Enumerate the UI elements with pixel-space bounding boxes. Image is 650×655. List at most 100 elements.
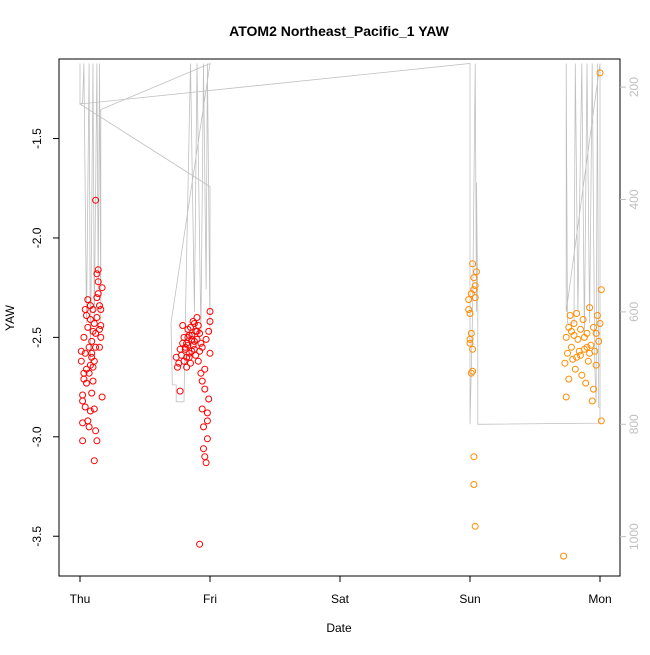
- data-point: [189, 318, 197, 325]
- data-point: [97, 322, 105, 329]
- data-point: [193, 314, 201, 321]
- data-point: [193, 327, 201, 335]
- data-point: [92, 427, 100, 435]
- data-point: [94, 266, 102, 274]
- chart-title: ATOM2 Northeast_Pacific_1 YAW: [229, 23, 449, 39]
- axes-layer: Thu Fri Sat Sun Mon -1.5 -2.0 -2.5 -3.0 -3.5 200 40…: [30, 77, 641, 606]
- data-point: [192, 351, 200, 359]
- data-point: [203, 409, 211, 417]
- data-point: [201, 385, 209, 393]
- data-point: [586, 349, 594, 357]
- data-point: [206, 318, 214, 325]
- data-point: [96, 325, 103, 333]
- y-axis-label: YAW: [3, 304, 17, 331]
- data-point: [203, 435, 211, 443]
- data-point: [98, 393, 106, 401]
- data-point: [96, 343, 103, 351]
- data-point: [466, 339, 474, 347]
- y-tick-label: -3.0: [30, 426, 44, 447]
- data-point: [590, 385, 597, 393]
- data-point: [470, 453, 478, 461]
- data-point: [469, 345, 477, 353]
- data-point: [93, 270, 101, 278]
- data-point: [89, 306, 97, 313]
- data-point: [198, 377, 206, 385]
- data-point: [569, 355, 577, 363]
- data-point: [81, 403, 89, 411]
- data-point: [174, 363, 181, 371]
- data-point: [561, 359, 569, 367]
- data-point: [577, 351, 584, 359]
- x-tick-label: Fri: [203, 592, 217, 606]
- data-point: [560, 552, 568, 560]
- data-point: [597, 417, 605, 425]
- data-point: [190, 320, 198, 327]
- data-point: [88, 349, 96, 357]
- data-point: [205, 327, 213, 335]
- data-point: [205, 395, 213, 403]
- data-point: [86, 316, 94, 323]
- data-point: [86, 407, 94, 415]
- data-point: [570, 331, 578, 339]
- data-point: [562, 393, 570, 401]
- data-point: [596, 320, 604, 327]
- data-point: [466, 335, 474, 343]
- x-tick-label: Sun: [459, 592, 480, 606]
- data-point: [564, 349, 571, 357]
- data-point: [565, 375, 573, 383]
- data-point: [578, 371, 586, 379]
- data-point: [96, 302, 103, 310]
- data-point: [470, 274, 478, 282]
- data-point: [202, 335, 210, 343]
- data-point: [98, 284, 106, 292]
- data-point: [79, 437, 87, 445]
- data-point: [573, 310, 581, 317]
- data-point: [184, 333, 192, 341]
- data-point: [79, 397, 87, 405]
- data-point: [592, 361, 600, 369]
- data-point: [588, 397, 596, 405]
- data-point: [93, 294, 101, 302]
- data-point: [593, 312, 601, 319]
- data-point: [90, 405, 98, 413]
- data-point: [583, 343, 591, 351]
- x-tick-label: Mon: [588, 592, 611, 606]
- data-point: [580, 333, 588, 341]
- data-point: [201, 365, 209, 373]
- data-point: [567, 343, 575, 351]
- data-point: [179, 322, 187, 329]
- data-point: [198, 405, 206, 413]
- points-layer: [77, 69, 605, 560]
- data-point: [92, 343, 100, 351]
- data-point: [198, 343, 206, 351]
- data-point: [185, 353, 193, 361]
- data-point: [206, 308, 214, 315]
- data-point: [471, 294, 479, 302]
- x-tick-label: Thu: [70, 592, 91, 606]
- data-point: [592, 329, 600, 337]
- data-point: [571, 365, 579, 373]
- data-point: [471, 282, 479, 290]
- data-point: [570, 320, 578, 327]
- data-point: [200, 423, 207, 431]
- data-point: [582, 379, 590, 387]
- data-point: [566, 312, 574, 319]
- data-point: [183, 363, 191, 371]
- data-point: [470, 481, 478, 488]
- data-point: [90, 457, 98, 465]
- y2-tick-label: 400: [627, 189, 641, 209]
- x-tick-label: Sat: [331, 592, 350, 606]
- data-point: [97, 306, 105, 313]
- data-point: [88, 337, 96, 345]
- data-point: [92, 196, 100, 204]
- x-axis-label: Date: [326, 621, 352, 635]
- data-point: [579, 316, 587, 323]
- data-point: [84, 296, 92, 304]
- data-point: [92, 329, 100, 337]
- data-point: [196, 540, 204, 548]
- y2-tick-label: 600: [627, 302, 641, 322]
- data-point: [473, 268, 480, 276]
- data-point: [84, 323, 92, 331]
